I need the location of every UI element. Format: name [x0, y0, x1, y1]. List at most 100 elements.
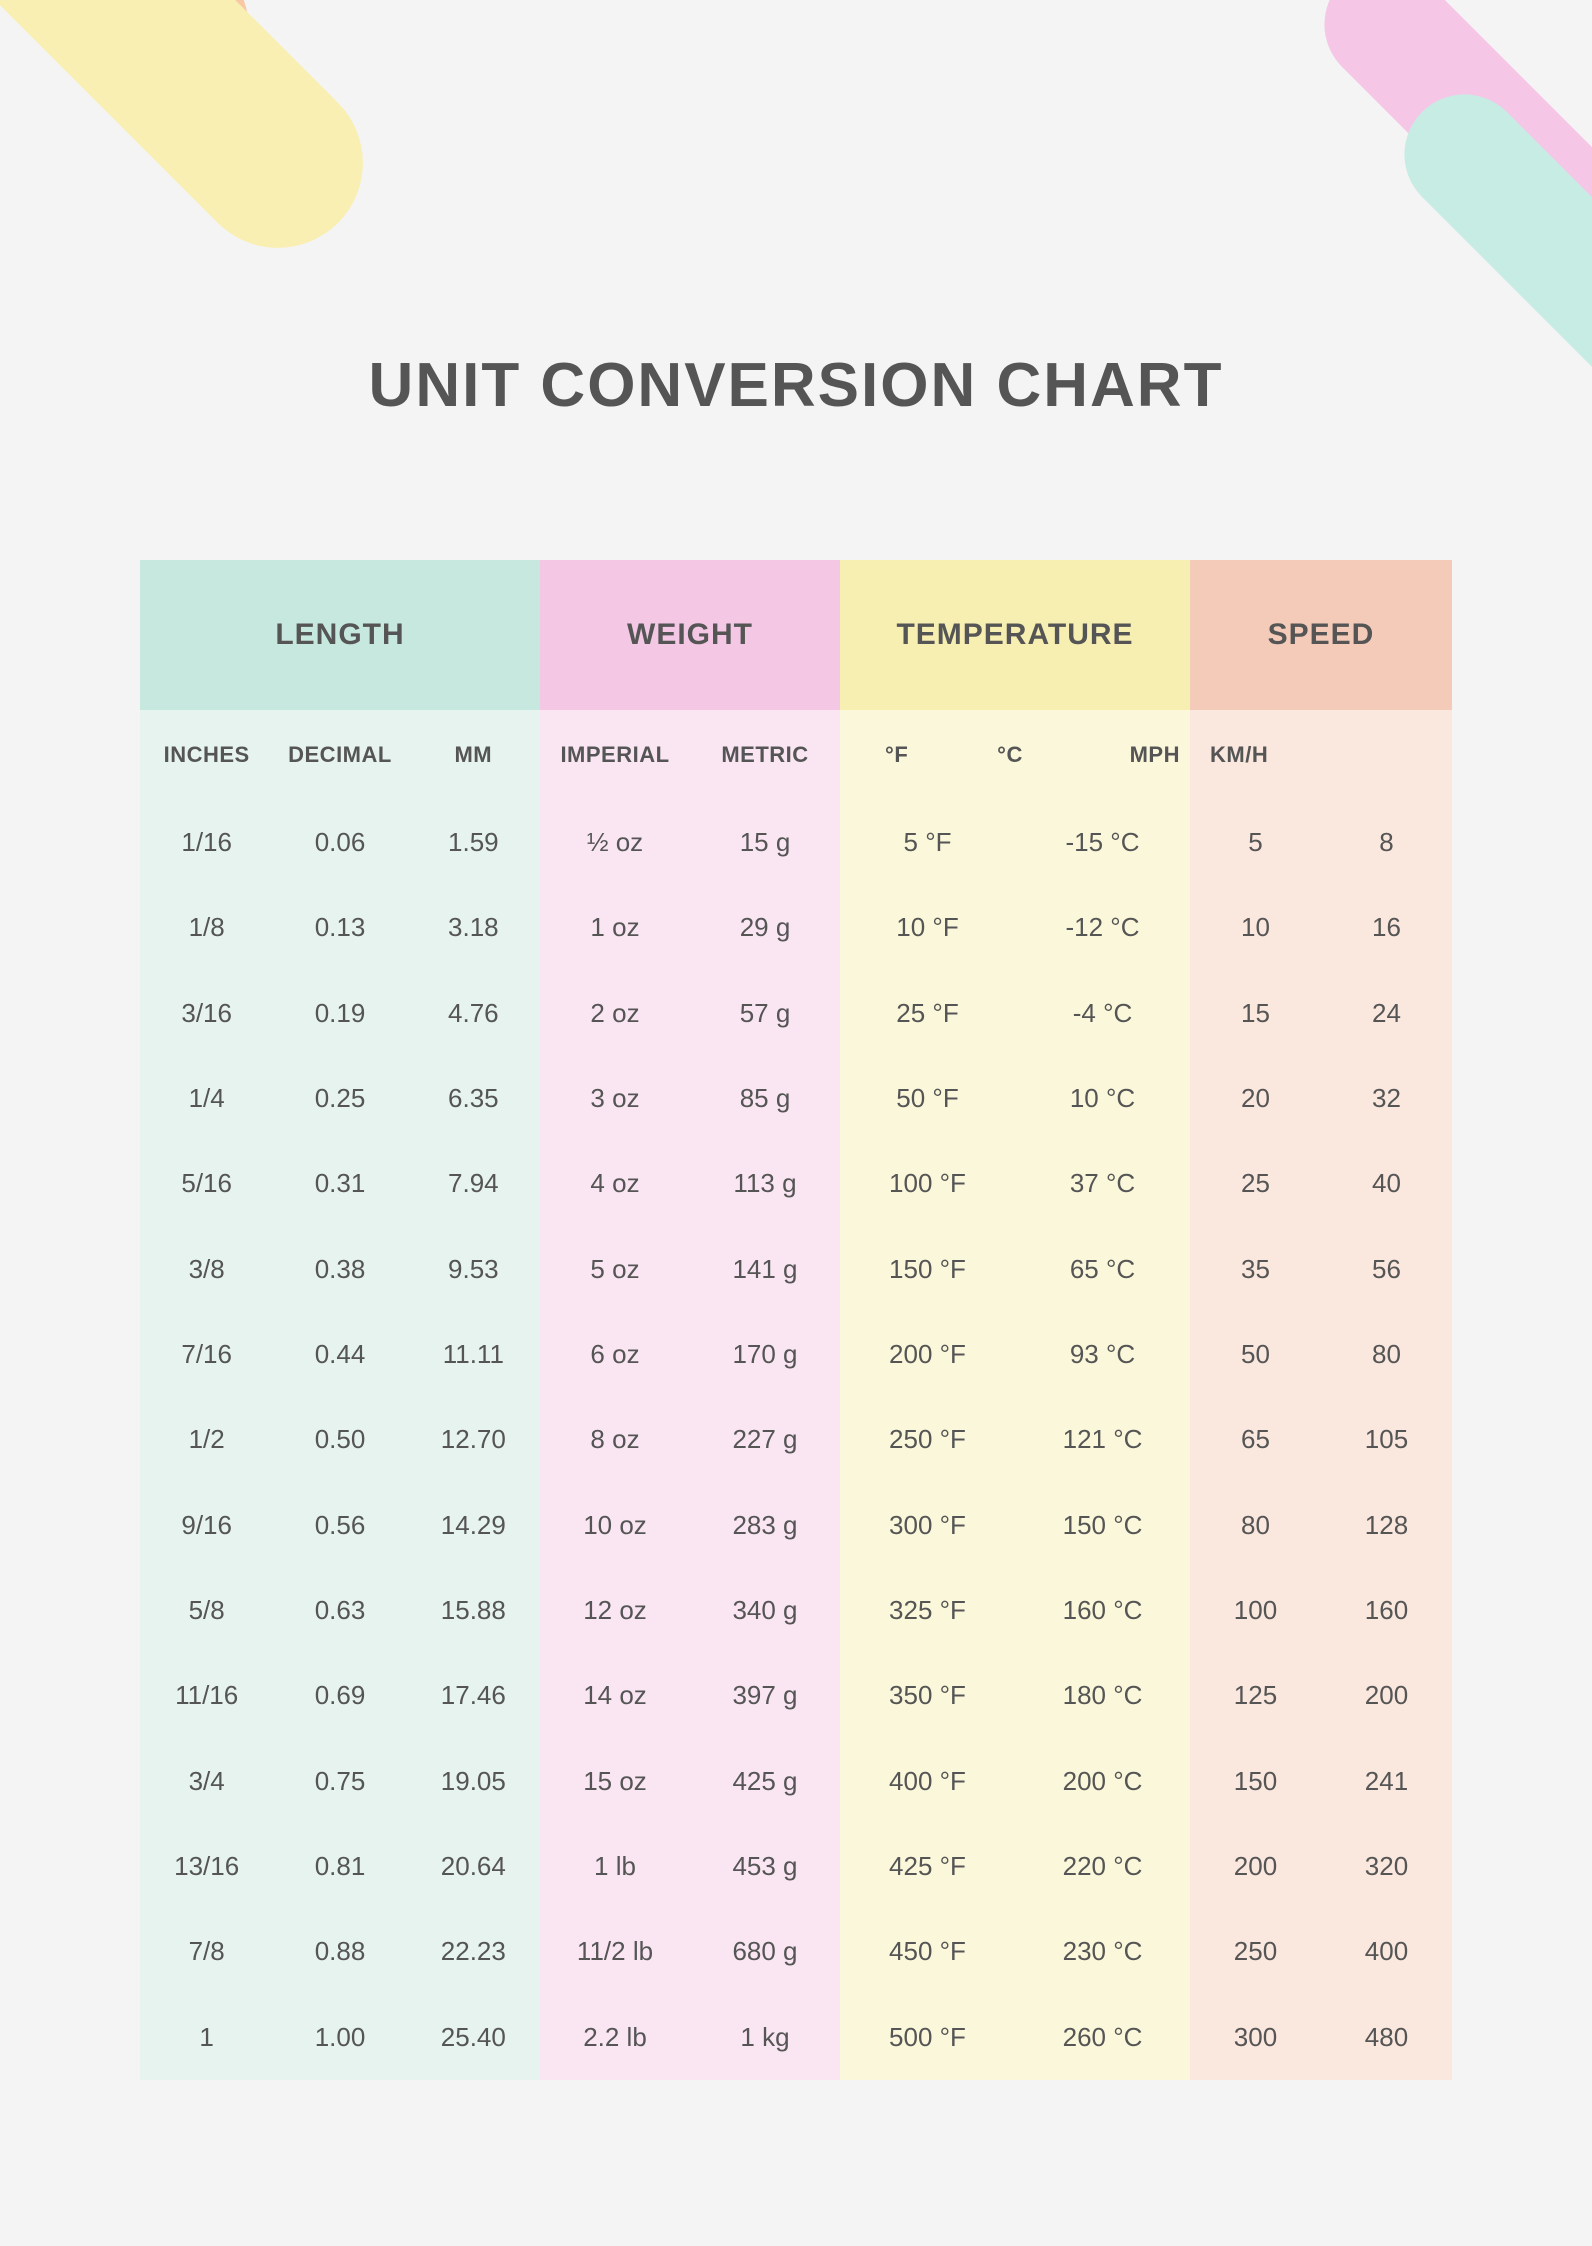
table-row: 1/80.133.18 [140, 885, 540, 970]
table-cell: -12 °C [1015, 912, 1190, 943]
table-cell: -4 °C [1015, 998, 1190, 1029]
table-cell: 15 oz [540, 1766, 690, 1797]
table-cell: 0.63 [273, 1595, 406, 1626]
table-row: 2540 [1190, 1141, 1452, 1226]
table-cell: 13/16 [140, 1851, 273, 1882]
table-row: 3556 [1190, 1227, 1452, 1312]
table-cell: 0.50 [273, 1424, 406, 1455]
column-header: MPH [1067, 742, 1190, 768]
table-row: 15 oz425 g [540, 1739, 840, 1824]
subheader-row: IMPERIALMETRIC [540, 710, 840, 800]
table-row: 25 °F-4 °C [840, 971, 1190, 1056]
table-cell: 1/16 [140, 827, 273, 858]
table-row: 6 oz170 g [540, 1312, 840, 1397]
table-row: 8 oz227 g [540, 1397, 840, 1482]
table-row: 11/2 lb680 g [540, 1909, 840, 1994]
table-cell: 2.2 lb [540, 2022, 690, 2053]
data-rows: 5810161524203225403556508065105801281001… [1190, 800, 1452, 2080]
table-cell: 6 oz [540, 1339, 690, 1370]
table-cell: 200 [1190, 1851, 1321, 1882]
table-cell: 93 °C [1015, 1339, 1190, 1370]
table-cell: 0.44 [273, 1339, 406, 1370]
table-row: 5 °F-15 °C [840, 800, 1190, 885]
table-row: 58 [1190, 800, 1452, 885]
table-cell: 0.88 [273, 1936, 406, 1967]
table-cell: 19.05 [407, 1766, 540, 1797]
table-cell: 350 °F [840, 1680, 1015, 1711]
table-cell: 20.64 [407, 1851, 540, 1882]
table-row: 325 °F160 °C [840, 1568, 1190, 1653]
table-row: 350 °F180 °C [840, 1653, 1190, 1738]
table-cell: 1 kg [690, 2022, 840, 2053]
section-body-weight: IMPERIALMETRIC½ oz15 g1 oz29 g2 oz57 g3 … [540, 710, 840, 2080]
table-row: 150 °F65 °C [840, 1227, 1190, 1312]
table-row: 400 °F200 °C [840, 1739, 1190, 1824]
table-row: 10 oz283 g [540, 1483, 840, 1568]
table-cell: 3.18 [407, 912, 540, 943]
table-row: 7/80.8822.23 [140, 1909, 540, 1994]
table-cell: 0.13 [273, 912, 406, 943]
table-cell: 4.76 [407, 998, 540, 1029]
table-row: 5/160.317.94 [140, 1141, 540, 1226]
table-cell: 8 [1321, 827, 1452, 858]
table-cell: 12.70 [407, 1424, 540, 1455]
table-row: 150241 [1190, 1739, 1452, 1824]
table-row: 1016 [1190, 885, 1452, 970]
table-cell: 0.69 [273, 1680, 406, 1711]
table-cell: 0.38 [273, 1254, 406, 1285]
table-cell: ½ oz [540, 827, 690, 858]
table-cell: 141 g [690, 1254, 840, 1285]
table-cell: 227 g [690, 1424, 840, 1455]
table-cell: 150 °F [840, 1254, 1015, 1285]
column-header: °C [953, 742, 1066, 768]
table-cell: 7/16 [140, 1339, 273, 1370]
table-cell: 2 oz [540, 998, 690, 1029]
table-row: 5 oz141 g [540, 1227, 840, 1312]
table-row: 50 °F10 °C [840, 1056, 1190, 1141]
column-header: °F [840, 742, 953, 768]
table-cell: 180 °C [1015, 1680, 1190, 1711]
table-cell: 105 [1321, 1424, 1452, 1455]
section-header-weight: WEIGHT [540, 560, 840, 710]
section-header-length: LENGTH [140, 560, 540, 710]
table-row: 1/40.256.35 [140, 1056, 540, 1141]
table-cell: 11/2 lb [540, 1936, 690, 1967]
table-row: 450 °F230 °C [840, 1909, 1190, 1994]
table-row: 125200 [1190, 1653, 1452, 1738]
table-cell: 283 g [690, 1510, 840, 1541]
section-header-temperature: TEMPERATURE [840, 560, 1190, 710]
table-row: 10 °F-12 °C [840, 885, 1190, 970]
table-cell: 160 °C [1015, 1595, 1190, 1626]
conversion-chart: LENGTHINCHESDECIMALMM1/160.061.591/80.13… [140, 560, 1452, 2080]
table-cell: 300 [1190, 2022, 1321, 2053]
table-cell: 10 [1190, 912, 1321, 943]
table-row: 100 °F37 °C [840, 1141, 1190, 1226]
table-cell: 10 °F [840, 912, 1015, 943]
table-row: 100160 [1190, 1568, 1452, 1653]
table-cell: 8 oz [540, 1424, 690, 1455]
table-row: 1524 [1190, 971, 1452, 1056]
table-cell: 10 °C [1015, 1083, 1190, 1114]
table-row: 500 °F260 °C [840, 1995, 1190, 2080]
table-cell: 5/16 [140, 1168, 273, 1199]
table-cell: 1.59 [407, 827, 540, 858]
table-cell: 1 oz [540, 912, 690, 943]
section-body-temperature: °F°CMPH5 °F-15 °C10 °F-12 °C25 °F-4 °C50… [840, 710, 1190, 2080]
table-row: 5/80.6315.88 [140, 1568, 540, 1653]
table-cell: 85 g [690, 1083, 840, 1114]
table-cell: 3/8 [140, 1254, 273, 1285]
table-row: 5080 [1190, 1312, 1452, 1397]
table-row: 14 oz397 g [540, 1653, 840, 1738]
table-cell: 35 [1190, 1254, 1321, 1285]
table-cell: 5 [1190, 827, 1321, 858]
table-row: 11.0025.40 [140, 1995, 540, 2080]
table-cell: 680 g [690, 1936, 840, 1967]
table-cell: 22.23 [407, 1936, 540, 1967]
table-cell: 5 oz [540, 1254, 690, 1285]
table-row: ½ oz15 g [540, 800, 840, 885]
table-row: 3/80.389.53 [140, 1227, 540, 1312]
table-cell: 325 °F [840, 1595, 1015, 1626]
subheader-row: °F°CMPH [840, 710, 1190, 800]
table-cell: 100 [1190, 1595, 1321, 1626]
table-cell: 260 °C [1015, 2022, 1190, 2053]
